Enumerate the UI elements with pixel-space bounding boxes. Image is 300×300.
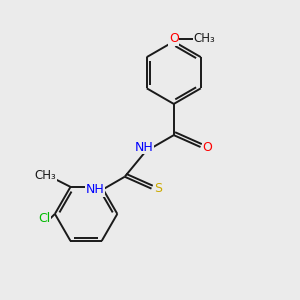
Text: CH₃: CH₃ (193, 32, 215, 45)
Text: NH: NH (135, 140, 153, 154)
Text: O: O (169, 32, 179, 45)
Text: O: O (202, 140, 212, 154)
Text: CH₃: CH₃ (34, 169, 56, 182)
Text: Cl: Cl (38, 212, 50, 225)
Text: NH: NH (85, 183, 104, 196)
Text: S: S (154, 182, 162, 195)
